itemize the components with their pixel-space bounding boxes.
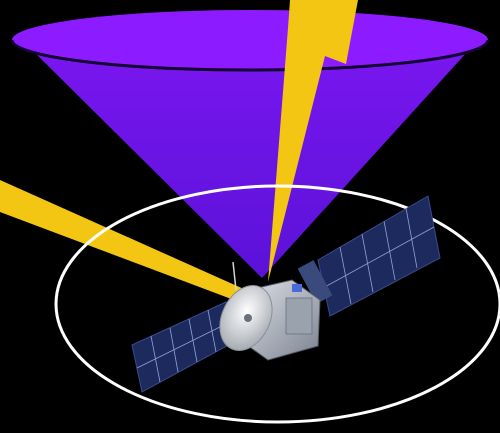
cone-rim-shadow [10, 39, 490, 72]
solar-array-left [131, 301, 235, 393]
sensor-cone [10, 10, 490, 278]
radiator-panel [285, 297, 313, 335]
antenna-mast [232, 261, 237, 291]
lightning-beam-top [268, 0, 358, 282]
cone-body [22, 40, 478, 278]
solar-array-right [297, 195, 441, 317]
cone-rim [12, 10, 488, 70]
spacecraft [131, 195, 441, 393]
thruster-module [292, 284, 302, 292]
lightning-beam-left [0, 180, 246, 300]
orbit-ring [54, 184, 500, 424]
dish-feed [244, 314, 252, 322]
